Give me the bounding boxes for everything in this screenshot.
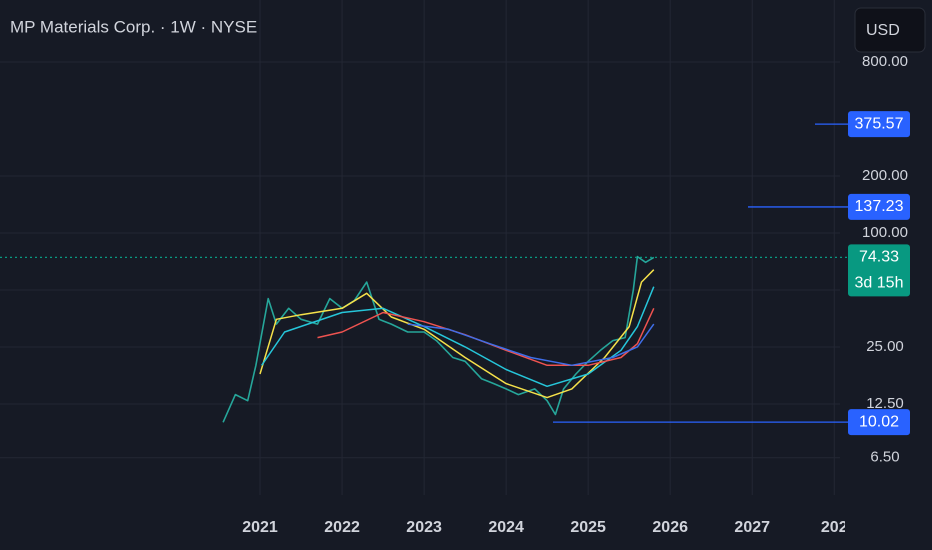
x-tick-label: 2023 [406, 519, 442, 536]
y-tick-label: 12.50 [866, 395, 904, 412]
price-label-box [848, 193, 910, 220]
currency-button-label[interactable]: USD [866, 22, 900, 39]
series-line [222, 255, 655, 423]
plot-area: 2021 2022 2023 2024 2025 2026 2027 202 [222, 255, 848, 536]
series-line [261, 286, 655, 388]
price-label: 137.23 [855, 198, 904, 215]
y-tick-label: 800.00 [862, 53, 908, 70]
x-tick-label: 2021 [242, 519, 278, 536]
x-tick-label: 2025 [570, 519, 606, 536]
x-tick-label: 2026 [652, 519, 688, 536]
y-tick-label: 100.00 [862, 224, 908, 241]
series-line [407, 323, 655, 367]
x-tick-label: 2027 [734, 519, 770, 536]
series-line [259, 269, 655, 399]
x-tick-label: 2024 [488, 519, 524, 536]
price-label-box [848, 244, 910, 297]
price-label: 10.02 [859, 413, 899, 430]
price-label-box [848, 111, 910, 138]
grid [0, 0, 840, 495]
y-tick-label: 6.50 [870, 449, 899, 466]
currency-button[interactable] [854, 7, 926, 53]
price-label: 375.57 [855, 115, 904, 132]
x-tick-label: 202 [821, 519, 848, 536]
series-line [317, 307, 655, 367]
x-tick-label: 2022 [324, 519, 360, 536]
chart-title: MP Materials Corp. · 1W · NYSE [10, 17, 257, 36]
price-label-box [848, 409, 910, 436]
price-label: 74.33 [859, 249, 899, 266]
countdown-label: 3d 15h [855, 275, 904, 292]
y-tick-label: 200.00 [862, 167, 908, 184]
y-tick-label: 25.00 [866, 338, 904, 355]
